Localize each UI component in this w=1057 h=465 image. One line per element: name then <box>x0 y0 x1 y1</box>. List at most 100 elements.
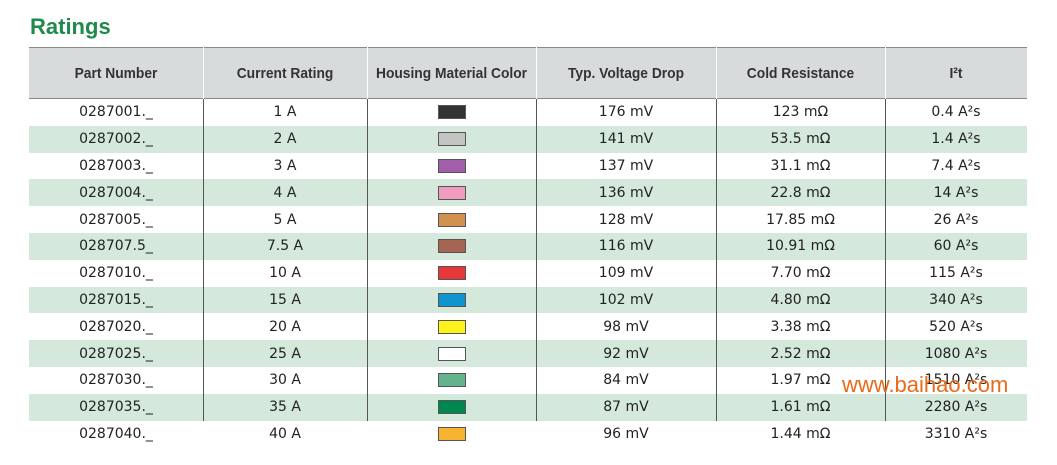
table-cell: 2.52 mΩ <box>770 345 831 362</box>
color-swatch <box>437 346 466 361</box>
table-cell: 20 A <box>269 318 301 335</box>
color-cell <box>367 99 536 126</box>
color-swatch <box>437 158 466 173</box>
table-cell: 17.85 mΩ <box>766 211 835 228</box>
table-cell: 5 A <box>273 211 297 228</box>
table-cell: 115 A²s <box>929 265 983 282</box>
table-cell: 109 mV <box>598 265 654 282</box>
table-cell: 26 A²s <box>933 211 979 228</box>
color-swatch <box>437 292 466 307</box>
column-divider <box>203 99 204 422</box>
color-cell <box>367 340 536 367</box>
color-swatch <box>437 426 466 441</box>
title: Ratings <box>30 14 111 39</box>
table-cell: 35 A <box>269 399 301 416</box>
table-cell: 0287003._ <box>79 157 153 174</box>
row-stripe <box>29 125 1027 153</box>
table-cell: 53.5 mΩ <box>770 131 831 148</box>
table-cell: 1080 A²s <box>924 345 988 362</box>
table-cell: 0287004._ <box>79 184 153 201</box>
table-cell: 0287030._ <box>79 372 153 389</box>
table-cell: 0287025._ <box>79 345 153 362</box>
column-divider <box>885 99 886 422</box>
table-cell: 0287020._ <box>79 318 153 335</box>
table-cell: 84 mV <box>603 372 649 389</box>
table-cell: 10.91 mΩ <box>766 238 835 255</box>
table-cell: 2 A <box>273 131 297 148</box>
table-cell: 0287040._ <box>79 425 153 442</box>
table-cell: 0287035._ <box>79 399 153 416</box>
row-stripe <box>29 393 1027 421</box>
color-swatch <box>437 105 466 120</box>
watermark: www.baihao.com <box>842 372 1009 397</box>
column-divider <box>716 99 717 422</box>
table-cell: 40 A <box>269 425 301 442</box>
header-background <box>29 47 1027 99</box>
row-stripe <box>29 340 1027 367</box>
table-cell: 1.44 mΩ <box>770 425 831 442</box>
table-cell: 0287002._ <box>79 131 153 148</box>
table-cell: 141 mV <box>598 131 654 148</box>
color-cell <box>367 260 536 287</box>
color-cell <box>367 313 536 340</box>
table-cell: 3.38 mΩ <box>770 318 831 335</box>
header-divider <box>885 47 886 99</box>
header-cell: Typ. Voltage Drop <box>567 64 685 82</box>
table-cell: 3310 A²s <box>924 425 988 442</box>
table-cell: 137 mV <box>598 157 654 174</box>
table-cell: 60 A²s <box>933 238 979 255</box>
table-cell: 102 mV <box>598 291 654 308</box>
table-cell: 1.61 mΩ <box>770 399 831 416</box>
color-cell <box>367 233 536 260</box>
color-swatch <box>437 319 466 334</box>
color-swatch <box>437 212 466 227</box>
table-cell: 123 mΩ <box>772 104 829 121</box>
column-divider <box>367 99 368 422</box>
color-cell <box>367 126 536 153</box>
header-divider <box>203 47 204 99</box>
table-cell: 7.70 mΩ <box>770 265 831 282</box>
header-divider <box>716 47 717 99</box>
color-cell <box>367 421 536 448</box>
table-cell: 7.5 A <box>266 238 304 255</box>
table-cell: 15 A <box>269 291 301 308</box>
table-cell: 3 A <box>273 157 297 174</box>
row-stripe <box>29 286 1027 314</box>
header-cell: Part Number <box>74 64 158 82</box>
table-cell: 0287015._ <box>79 291 153 308</box>
table-cell: 028707.5_ <box>79 238 153 255</box>
table-cell: 31.1 mΩ <box>770 157 831 174</box>
table-cell: 4.80 mΩ <box>770 291 831 308</box>
table-cell: 136 mV <box>598 184 654 201</box>
table-cell: 4 A <box>273 184 297 201</box>
table-cell: 0287005._ <box>79 211 153 228</box>
table-cell: 2280 A²s <box>924 399 988 416</box>
row-stripe <box>29 179 1027 207</box>
table-cell: 116 mV <box>598 238 654 255</box>
color-cell <box>367 206 536 233</box>
table-cell: 7.4 A²s <box>931 157 981 174</box>
header-cell: I²t <box>949 64 963 82</box>
color-swatch <box>437 266 466 281</box>
table-cell: 87 mV <box>603 399 649 416</box>
column-divider <box>536 99 537 422</box>
color-cell <box>367 394 536 421</box>
color-cell <box>367 367 536 394</box>
table-cell: 92 mV <box>603 345 649 362</box>
color-cell <box>367 153 536 180</box>
table-cell: 0.4 A²s <box>931 104 981 121</box>
table-cell: 98 mV <box>603 318 649 335</box>
color-cell <box>367 287 536 314</box>
table-cell: 1 A <box>273 104 297 121</box>
table-cell: 520 A²s <box>929 318 983 335</box>
header-cell: Cold Resistance <box>746 64 855 82</box>
table-cell: 340 A²s <box>929 291 983 308</box>
header-divider <box>536 47 537 99</box>
header-cell: Housing Material Color <box>375 64 528 82</box>
table-cell: 30 A <box>269 372 301 389</box>
table-cell: 1.97 mΩ <box>770 372 831 389</box>
table-cell: 0287010._ <box>79 265 153 282</box>
table-cell: 22.8 mΩ <box>770 184 831 201</box>
table-cell: 1510 A²s <box>924 372 988 389</box>
color-swatch <box>437 132 466 147</box>
